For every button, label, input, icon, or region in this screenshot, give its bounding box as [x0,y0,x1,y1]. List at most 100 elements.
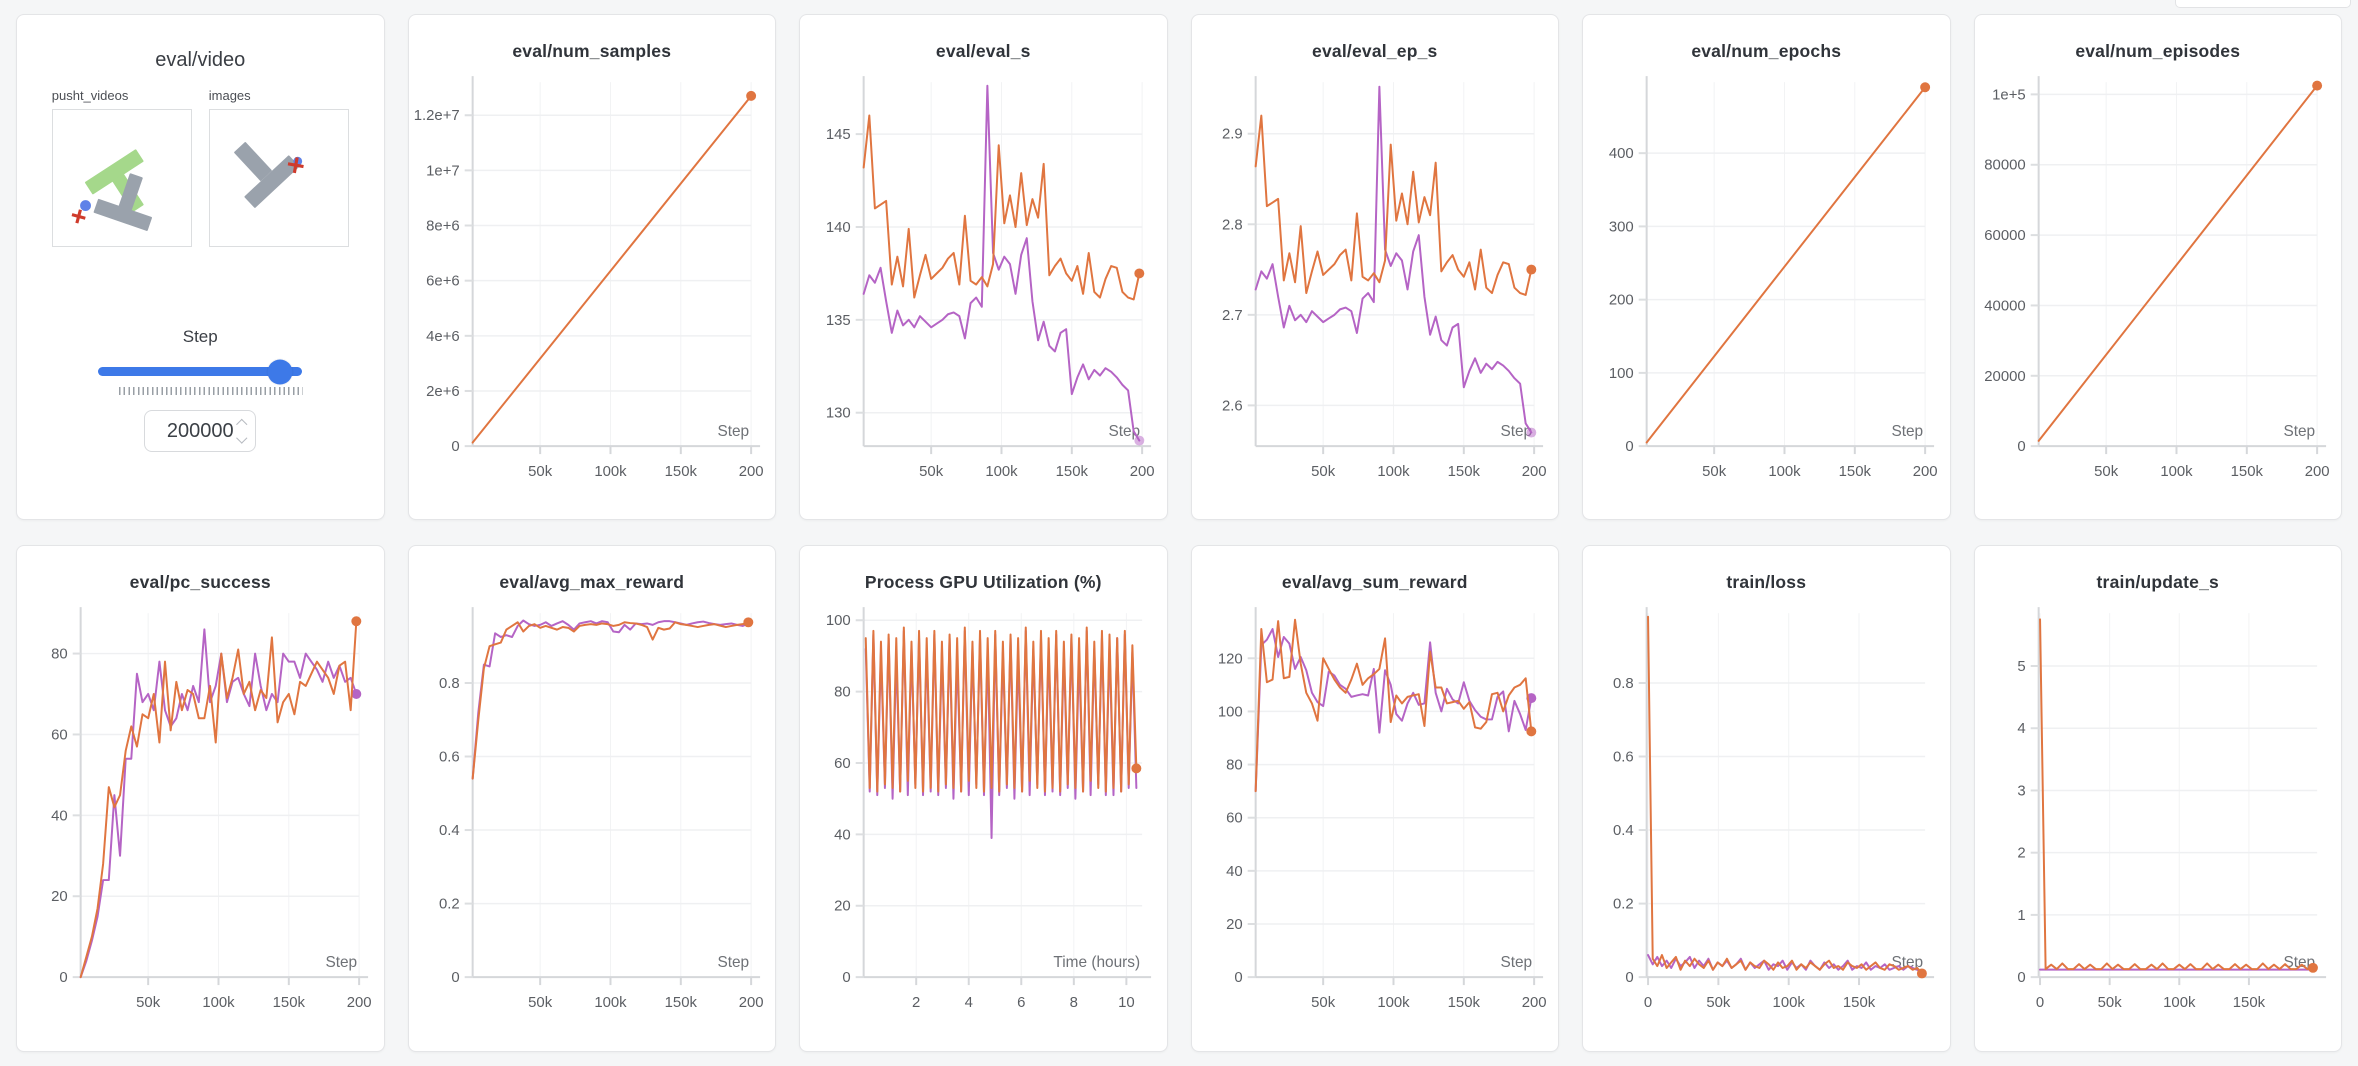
svg-text:4: 4 [2017,721,2025,737]
svg-text:100k: 100k [2160,464,2193,480]
svg-text:150k: 150k [664,995,697,1011]
media-thumbnail-images[interactable] [208,109,349,247]
panel-train-loss: train/loss 0 0.2 0.4 0.6 0.8 0 50k 100k 150k Step [1582,545,1951,1052]
chart-eval-num-episodes[interactable]: 0 20000 40000 60000 80000 1e+5 50k 100k 150k 200 S… [1975,66,2341,508]
svg-text:Step: Step [717,423,749,440]
slider-thumb[interactable] [267,359,293,384]
svg-text:150k: 150k [273,995,306,1011]
svg-text:4: 4 [965,995,973,1011]
chart-title: eval/num_epochs [1691,41,1842,61]
svg-text:0: 0 [1644,995,1652,1011]
svg-text:Step: Step [717,954,749,971]
svg-text:100k: 100k [203,995,236,1011]
svg-text:0: 0 [843,970,851,986]
media-column-images: images [208,88,349,247]
svg-text:1: 1 [2017,908,2025,924]
svg-text:Step: Step [1500,423,1532,440]
slider-track[interactable] [98,367,303,376]
step-value-input[interactable]: 200000 [144,410,257,452]
svg-text:0: 0 [451,970,459,986]
svg-text:150k: 150k [1447,995,1480,1011]
svg-text:140: 140 [826,220,851,236]
svg-text:130: 130 [826,406,851,422]
svg-text:8: 8 [1070,995,1078,1011]
svg-text:100k: 100k [1377,464,1410,480]
panel-title: eval/video [155,49,246,71]
chart-eval-eval-ep-s[interactable]: 2.6 2.7 2.8 2.9 50k 100k 150k 200 Step [1192,66,1558,508]
pusht-scene-icon [71,149,152,231]
panel-gpu-utilization: Process GPU Utilization (%) 0 20 40 60 80 100… [799,545,1168,1052]
svg-text:2: 2 [912,995,920,1011]
chart-eval-avg-sum-reward[interactable]: 0 20 40 60 80 100 120 50k 100k 150k 200 Step [1192,597,1558,1039]
svg-text:1.2e+7: 1.2e+7 [413,108,459,124]
svg-text:100k: 100k [594,464,627,480]
panel-eval-avg-max-reward: eval/avg_max_reward 0 0.2 0.4 0.6 0.8 50k 100k… [407,545,776,1052]
panel-eval-eval-s: eval/eval_s 130 135 140 145 50k 100k 150k 200 St… [799,14,1168,520]
chart-title: eval/pc_success [129,572,271,592]
svg-text:20: 20 [51,889,68,905]
media-row: pusht_videos [51,88,349,247]
svg-text:Time (hours): Time (hours) [1054,954,1141,971]
svg-text:2.8: 2.8 [1222,217,1243,233]
svg-text:10: 10 [1118,995,1135,1011]
svg-text:120: 120 [1218,651,1243,667]
svg-text:50k: 50k [1311,995,1336,1011]
media-thumbnail-pusht-videos[interactable] [51,109,192,247]
chart-gpu-utilization[interactable]: 0 20 40 60 80 100 2 4 6 8 10 Time (hours) [800,597,1166,1039]
svg-text:50k: 50k [528,464,553,480]
svg-text:50k: 50k [528,995,553,1011]
svg-text:0: 0 [60,970,68,986]
svg-text:0.8: 0.8 [439,676,460,692]
svg-text:50k: 50k [1702,464,1727,480]
chart-title: train/loss [1726,572,1807,592]
svg-text:5: 5 [2017,659,2025,675]
svg-text:1e+5: 1e+5 [1992,87,2026,103]
svg-text:20: 20 [1226,917,1243,933]
spinner-down-icon[interactable] [236,431,247,443]
svg-text:40: 40 [1226,864,1243,880]
slider-tick-marks [119,387,304,395]
svg-text:Step: Step [2283,954,2315,971]
svg-text:150k: 150k [1843,995,1876,1011]
svg-text:200: 200 [1521,464,1546,480]
svg-text:20000: 20000 [1984,369,2025,385]
chart-eval-num-epochs[interactable]: 0 100 200 300 400 50k 100k 150k 200 Step [1583,66,1949,508]
svg-text:0.2: 0.2 [439,897,460,913]
svg-text:100k: 100k [594,995,627,1011]
step-value: 200000 [166,419,234,442]
svg-text:40: 40 [834,827,851,843]
svg-text:0.4: 0.4 [439,823,460,839]
svg-text:100: 100 [826,613,851,629]
chart-title: eval/avg_max_reward [499,572,685,592]
svg-text:0: 0 [451,439,459,455]
svg-text:50k: 50k [1707,995,1732,1011]
svg-text:0: 0 [2017,970,2025,986]
svg-text:150k: 150k [2232,995,2265,1011]
svg-text:100k: 100k [1377,995,1410,1011]
svg-text:150k: 150k [1056,464,1089,480]
stepper-spinner[interactable] [236,419,247,443]
svg-text:0: 0 [2036,995,2044,1011]
svg-text:2e+6: 2e+6 [426,384,460,400]
chart-eval-pc-success[interactable]: 0 20 40 60 80 50k 100k 150k 200 Step [17,597,383,1039]
chart-eval-avg-max-reward[interactable]: 0 0.2 0.4 0.6 0.8 50k 100k 150k 200 Step [409,597,775,1039]
step-slider-label: Step [182,327,218,346]
svg-text:0: 0 [1626,970,1634,986]
chart-train-update-s[interactable]: 0 1 2 3 4 5 0 50k 100k 150k Step [1975,597,2341,1039]
svg-text:Step: Step [2283,423,2315,440]
svg-text:100k: 100k [1769,464,1802,480]
spinner-up-icon[interactable] [236,419,247,431]
svg-text:60: 60 [51,727,68,743]
svg-text:0: 0 [1626,439,1634,455]
step-slider[interactable] [98,359,303,385]
svg-text:6e+6: 6e+6 [426,274,460,290]
svg-text:150k: 150k [1839,464,1872,480]
svg-text:80: 80 [834,685,851,701]
svg-text:1e+7: 1e+7 [426,163,460,179]
svg-text:Step: Step [326,954,358,971]
chart-eval-num-samples[interactable]: 0 2e+6 4e+6 6e+6 8e+6 1e+7 1.2e+7 50k 100k 150k 20… [409,66,775,508]
svg-text:40: 40 [51,808,68,824]
media-column-pusht-videos: pusht_videos [51,88,192,247]
